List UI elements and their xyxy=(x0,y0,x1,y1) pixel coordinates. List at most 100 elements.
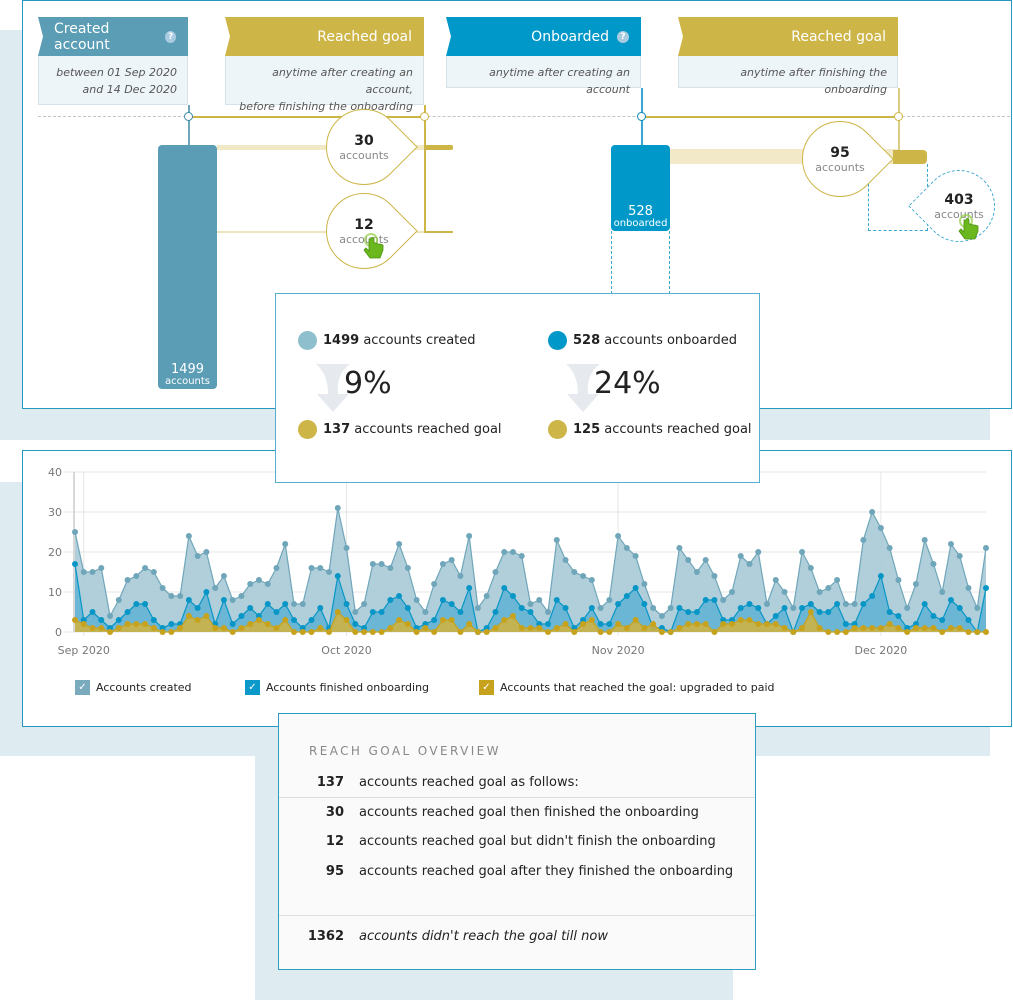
data-point xyxy=(518,605,525,611)
step-node xyxy=(637,112,646,121)
data-point xyxy=(755,605,762,611)
data-point xyxy=(904,629,911,635)
stat-goal: 137 accounts reached goal xyxy=(298,420,502,439)
data-point xyxy=(807,565,814,571)
x-tick-label: Dec 2020 xyxy=(854,644,907,657)
data-point xyxy=(177,593,184,599)
data-point xyxy=(632,553,639,559)
stat-number: 528 xyxy=(573,333,601,348)
down-arrow-icon xyxy=(316,364,350,412)
data-point xyxy=(930,561,937,567)
data-point xyxy=(352,609,359,615)
data-point xyxy=(623,625,630,631)
stat-label: accounts onboarded xyxy=(600,333,737,348)
drop-goal-after-onboarded[interactable]: 95 accounts xyxy=(786,105,894,213)
data-point xyxy=(194,617,201,623)
data-point xyxy=(842,629,849,635)
data-point xyxy=(89,609,96,615)
data-point xyxy=(658,629,665,635)
stat-label: accounts reached goal xyxy=(600,422,752,437)
data-point xyxy=(124,609,131,615)
data-point xyxy=(606,621,613,627)
data-point xyxy=(860,537,867,543)
data-point xyxy=(238,613,245,619)
data-point xyxy=(772,613,779,619)
data-point xyxy=(737,617,744,623)
row-text: accounts reached goal as follows: xyxy=(359,775,579,790)
x-tick-label: Sep 2020 xyxy=(58,644,110,657)
data-point xyxy=(273,565,280,571)
stat-number: 137 xyxy=(323,422,351,437)
data-point xyxy=(308,629,315,635)
connector-line xyxy=(188,116,424,118)
data-point xyxy=(728,621,735,627)
data-point xyxy=(317,565,324,571)
data-point xyxy=(220,573,227,579)
data-point xyxy=(273,625,280,631)
drop-goal-then-onboarded[interactable]: 30 accounts xyxy=(310,93,418,201)
data-point xyxy=(781,589,788,595)
data-point xyxy=(983,585,989,591)
onboarded-bar[interactable]: 528 onboarded xyxy=(611,145,670,231)
data-point xyxy=(956,605,963,611)
row-number: 30 xyxy=(325,805,344,820)
data-point xyxy=(396,593,403,599)
data-point xyxy=(685,609,692,615)
data-point xyxy=(825,609,832,615)
data-point xyxy=(772,577,779,583)
data-point xyxy=(483,593,490,599)
data-point xyxy=(72,529,78,535)
data-point xyxy=(851,625,858,631)
data-point xyxy=(334,505,341,511)
data-point xyxy=(965,617,972,623)
data-point xyxy=(597,621,604,627)
data-point xyxy=(457,573,464,579)
data-point xyxy=(527,609,534,615)
connector-line xyxy=(188,105,190,145)
data-point xyxy=(737,605,744,611)
data-point xyxy=(299,601,306,607)
drop-value: 403 xyxy=(944,191,974,208)
checkmark-icon[interactable]: ✓ xyxy=(75,680,90,695)
stat-label: accounts reached goal xyxy=(350,422,502,437)
data-point xyxy=(580,621,587,627)
created-accounts-bar[interactable]: 1499 accounts xyxy=(158,145,217,389)
data-point xyxy=(580,573,587,579)
question-circle-icon[interactable]: ? xyxy=(617,30,629,43)
data-point xyxy=(168,621,175,627)
data-point xyxy=(947,625,954,631)
checkmark-icon[interactable]: ✓ xyxy=(479,680,494,695)
overview-row: 12 accounts reached goal but didn't finis… xyxy=(279,834,755,849)
data-point xyxy=(737,553,744,559)
checkmark-icon[interactable]: ✓ xyxy=(245,680,260,695)
data-point xyxy=(317,625,324,631)
data-point xyxy=(641,625,648,631)
data-point xyxy=(658,613,665,619)
data-point xyxy=(702,557,709,563)
data-point xyxy=(159,585,166,591)
data-point xyxy=(474,605,481,611)
data-point xyxy=(229,621,236,627)
question-circle-icon[interactable]: ? xyxy=(165,30,176,43)
data-point xyxy=(956,553,963,559)
data-point xyxy=(527,625,534,631)
data-point xyxy=(326,569,333,575)
legend-item-created[interactable]: ✓ Accounts created xyxy=(75,680,192,695)
drop-value: 95 xyxy=(830,144,850,161)
data-point xyxy=(588,577,595,583)
stat-number: 1499 xyxy=(323,333,360,348)
data-point xyxy=(98,617,105,623)
legend-item-onboarded[interactable]: ✓ Accounts finished onboarding xyxy=(245,680,429,695)
data-point xyxy=(107,629,114,635)
data-point xyxy=(290,629,297,635)
y-tick-label: 20 xyxy=(48,546,62,559)
data-point xyxy=(632,617,639,623)
data-point xyxy=(912,581,919,587)
data-point xyxy=(299,629,306,635)
data-point xyxy=(255,577,262,583)
data-point xyxy=(790,605,797,611)
data-point xyxy=(676,625,683,631)
legend-item-goal[interactable]: ✓ Accounts that reached the goal: upgrade… xyxy=(479,680,775,695)
data-point xyxy=(702,621,709,627)
data-point xyxy=(615,621,622,627)
